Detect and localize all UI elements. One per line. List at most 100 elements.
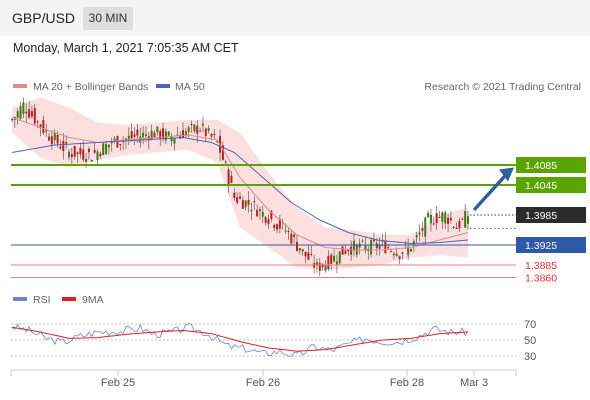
candle-body bbox=[53, 133, 56, 141]
candle-body bbox=[87, 148, 90, 153]
candle-body bbox=[133, 134, 136, 137]
level-label-0: 1.4085 bbox=[525, 160, 557, 172]
candle-body bbox=[461, 218, 464, 220]
candle-body bbox=[30, 111, 33, 117]
resistance-price-tag bbox=[516, 177, 586, 193]
candle-body bbox=[99, 153, 102, 157]
candle-body bbox=[278, 218, 281, 229]
candle-body bbox=[239, 196, 241, 199]
candle-body bbox=[79, 147, 82, 155]
candle-body bbox=[261, 211, 264, 217]
x-tick-label-3: Mar 3 bbox=[460, 377, 488, 389]
candle-body bbox=[233, 192, 236, 199]
level-label-2: 1.3985 bbox=[525, 210, 557, 222]
top-bar: GBP/USD 30 MIN bbox=[0, 0, 590, 36]
candle-body bbox=[290, 233, 293, 244]
ma20-legend-label: MA 20 + Bollinger Bands bbox=[33, 81, 148, 93]
candle-body bbox=[318, 263, 321, 271]
candle-body bbox=[65, 142, 68, 144]
candle-body bbox=[307, 252, 310, 260]
candle-body bbox=[458, 220, 461, 229]
candle-body bbox=[244, 200, 247, 208]
level-label-1: 1.4045 bbox=[525, 180, 557, 192]
level-label-5: 1.3860 bbox=[525, 273, 557, 285]
candle-body bbox=[33, 108, 36, 124]
candle-body bbox=[11, 119, 13, 121]
candle-body bbox=[401, 252, 404, 254]
bollinger-band bbox=[12, 97, 468, 270]
candle-body bbox=[387, 247, 390, 249]
candle-body bbox=[284, 230, 287, 232]
candle-body bbox=[182, 130, 184, 139]
candle-body bbox=[119, 144, 122, 146]
candle-body bbox=[398, 256, 401, 259]
candle-body bbox=[344, 250, 347, 254]
rsi-legend-label: RSI bbox=[33, 294, 51, 306]
candle-body bbox=[258, 209, 261, 212]
symbol-label: GBP/USD bbox=[12, 10, 76, 26]
candle-body bbox=[25, 111, 28, 114]
candle-body bbox=[59, 146, 62, 149]
candle-body bbox=[287, 231, 290, 233]
candle-body bbox=[455, 227, 458, 230]
timeframe-button[interactable]: 30 MIN bbox=[83, 7, 133, 30]
ma20-line bbox=[11, 117, 469, 251]
candle-body bbox=[62, 141, 65, 151]
candle-body bbox=[304, 251, 307, 257]
candle-body bbox=[338, 251, 341, 264]
candle-body bbox=[347, 249, 350, 252]
candle-body bbox=[70, 154, 73, 158]
candle-body bbox=[107, 144, 110, 148]
candle-body bbox=[361, 240, 364, 242]
chart-datetime: Monday, March 1, 2021 7:05:35 AM CET bbox=[13, 41, 239, 55]
candle-body bbox=[127, 135, 130, 139]
candle-body bbox=[159, 131, 162, 140]
candle-body bbox=[68, 151, 70, 158]
rsi-level-label-1: 50 bbox=[524, 335, 536, 347]
rsi-legend-swatch bbox=[13, 297, 27, 301]
ma50-line bbox=[11, 136, 469, 245]
candle-body bbox=[415, 235, 418, 238]
candle-body bbox=[162, 128, 165, 139]
candle-body bbox=[216, 140, 219, 142]
candle-body bbox=[56, 134, 59, 144]
candle-body bbox=[298, 248, 301, 251]
candle-body bbox=[224, 161, 227, 163]
resistance-price-tag bbox=[516, 157, 586, 173]
candle-body bbox=[464, 211, 467, 228]
candle-body bbox=[435, 213, 438, 224]
candle-body bbox=[50, 136, 53, 145]
ma50-legend-label: MA 50 bbox=[175, 81, 205, 93]
candle-body bbox=[193, 124, 196, 132]
copyright-text: Research © 2021 Trading Central bbox=[424, 81, 581, 93]
candle-body bbox=[330, 254, 333, 264]
candle-body bbox=[207, 128, 210, 131]
candle-body bbox=[187, 127, 190, 132]
candle-body bbox=[390, 250, 393, 252]
candle-body bbox=[113, 138, 116, 141]
x-axis: Feb 25 Feb 26 Feb 28 Mar 3 bbox=[10, 370, 517, 389]
candle-body bbox=[196, 125, 199, 134]
candle-body bbox=[273, 224, 276, 228]
candle-body bbox=[410, 249, 412, 252]
candle-body bbox=[150, 130, 153, 139]
candle-body bbox=[102, 143, 105, 156]
ma20-legend-swatch bbox=[13, 84, 27, 88]
candle-body bbox=[293, 234, 296, 238]
candle-body bbox=[353, 240, 355, 251]
candle-body bbox=[341, 246, 344, 255]
candle-body bbox=[136, 129, 139, 136]
candle-body bbox=[441, 212, 444, 222]
candle-body bbox=[250, 209, 253, 212]
candle-body bbox=[190, 124, 193, 126]
candle-body bbox=[324, 264, 327, 271]
candle-body bbox=[153, 132, 156, 137]
candle-body bbox=[93, 150, 96, 153]
candle-body bbox=[327, 255, 330, 269]
rsi-level-label-0: 30 bbox=[524, 351, 536, 363]
candle-body bbox=[85, 159, 88, 162]
level-label-4: 1.3885 bbox=[525, 260, 557, 272]
candle-body bbox=[236, 197, 239, 203]
x-tick-label-1: Feb 26 bbox=[246, 377, 280, 389]
candle-body bbox=[96, 151, 99, 160]
